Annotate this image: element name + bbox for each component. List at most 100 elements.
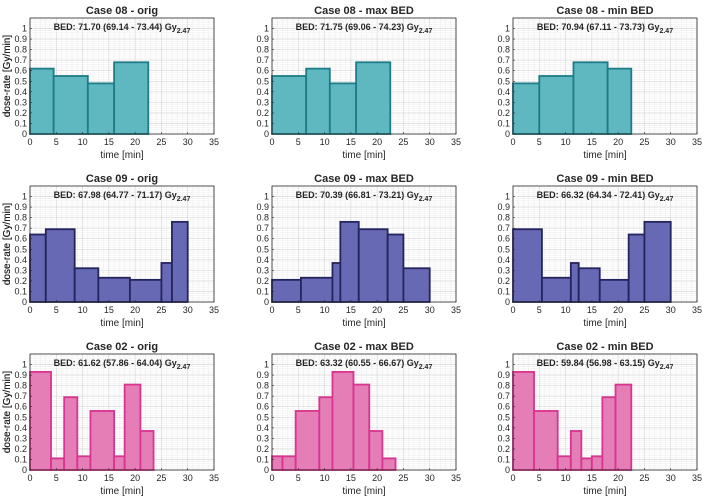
- bar: [381, 457, 397, 471]
- y-tick-label: 0.2: [497, 108, 510, 118]
- x-tick-label: 0: [269, 305, 274, 315]
- x-tick-label: 35: [692, 305, 702, 315]
- chart-panel: 0 5 10 15 20 25 30 3500.10.20.30.40.50.60.70.80…: [2, 5, 461, 161]
- chart-panel: 0 5 10 15 20 25 30 3500.10.20.30.40.50.60.70.80…: [2, 173, 702, 329]
- x-axis-label: time [min]: [100, 150, 144, 161]
- x-tick-label: 10: [320, 305, 330, 315]
- y-tick-label: 0.3: [14, 433, 27, 443]
- y-tick-label: 0.6: [14, 402, 27, 412]
- y-tick-label: 0: [264, 297, 269, 307]
- bed-value: BED: 59.84 (56.98 - 63.15) Gy: [537, 358, 660, 368]
- bar: [318, 396, 334, 471]
- x-tick-label: 0: [269, 137, 274, 147]
- x-axis-label: time [min]: [583, 318, 627, 329]
- y-tick-label: 1: [505, 24, 510, 34]
- x-tick-label: 15: [104, 473, 114, 483]
- y-tick-label: 1: [505, 360, 510, 370]
- y-tick-label: 0.1: [14, 118, 27, 128]
- x-tick-label: 25: [398, 137, 408, 147]
- bed-annotation: BED: 61.62 (57.86 - 64.04) Gy2.47: [54, 358, 191, 371]
- bar: [171, 220, 189, 303]
- bed-subscript: 2.47: [419, 364, 433, 371]
- y-tick-label: 0.6: [256, 66, 269, 76]
- chart-title: Case 09 - orig: [86, 173, 158, 185]
- bar: [368, 430, 384, 471]
- y-tick-label: 0.6: [497, 402, 510, 412]
- bar: [598, 278, 630, 303]
- y-axis-label: dose-rate [Gy/min]: [2, 203, 13, 285]
- x-tick-label: 35: [451, 473, 461, 483]
- x-tick-label: 30: [183, 137, 193, 147]
- y-tick-label: 0.7: [256, 391, 269, 401]
- bar: [160, 262, 173, 303]
- x-tick-label: 30: [425, 473, 435, 483]
- bar: [271, 278, 302, 303]
- x-axis-label: time [min]: [583, 486, 627, 497]
- y-tick-label: 0.4: [497, 423, 510, 433]
- bar: [512, 228, 543, 303]
- y-tick-label: 0: [22, 297, 27, 307]
- x-tick-label: 10: [78, 473, 88, 483]
- y-tick-label: 0.1: [256, 286, 269, 296]
- bar: [86, 82, 116, 135]
- x-tick-label: 15: [587, 137, 597, 147]
- x-tick-label: 30: [666, 305, 676, 315]
- y-tick-label: 0.4: [256, 255, 269, 265]
- y-tick-label: 0.9: [497, 370, 510, 380]
- y-tick-label: 0.6: [14, 234, 27, 244]
- bar: [294, 410, 321, 471]
- bar: [281, 455, 297, 471]
- y-tick-label: 0.3: [14, 265, 27, 275]
- x-tick-label: 0: [510, 473, 515, 483]
- y-tick-label: 0.3: [256, 433, 269, 443]
- x-tick-label: 5: [54, 473, 59, 483]
- bed-annotation: BED: 59.84 (56.98 - 63.15) Gy2.47: [537, 358, 674, 371]
- bar: [590, 455, 604, 471]
- x-tick-label: 5: [537, 137, 542, 147]
- x-tick-label: 30: [183, 473, 193, 483]
- x-tick-label: 15: [346, 137, 356, 147]
- y-tick-label: 0.6: [14, 66, 27, 76]
- axes-box: [29, 17, 215, 135]
- y-axis-label: dose-rate [Gy/min]: [2, 35, 13, 117]
- y-tick-label: 0.3: [497, 265, 510, 275]
- bar: [512, 82, 541, 135]
- bar: [271, 455, 284, 471]
- y-tick-label: 0.6: [256, 234, 269, 244]
- axes-box: [271, 353, 457, 471]
- y-tick-label: 0.1: [14, 454, 27, 464]
- y-tick-label: 0.9: [14, 202, 27, 212]
- y-tick-label: 0.2: [256, 444, 269, 454]
- bar: [29, 233, 47, 303]
- axes-box: [29, 185, 215, 303]
- x-tick-label: 35: [209, 137, 219, 147]
- bed-subscript: 2.47: [660, 196, 674, 203]
- y-tick-label: 0: [264, 129, 269, 139]
- x-tick-label: 10: [561, 305, 571, 315]
- bar: [357, 228, 389, 303]
- bar: [577, 267, 601, 303]
- axes-box: [512, 185, 698, 303]
- y-tick-label: 0.4: [14, 255, 27, 265]
- y-tick-label: 0.1: [256, 118, 269, 128]
- y-tick-label: 0.7: [497, 391, 510, 401]
- y-tick-label: 0.1: [256, 454, 269, 464]
- y-tick-label: 0.6: [256, 402, 269, 412]
- y-tick-label: 0.9: [14, 34, 27, 44]
- bar: [113, 455, 126, 471]
- x-tick-label: 25: [156, 305, 166, 315]
- y-tick-label: 0.2: [256, 276, 269, 286]
- y-tick-label: 0.2: [14, 276, 27, 286]
- y-tick-label: 0.6: [497, 66, 510, 76]
- bed-value: BED: 71.70 (69.14 - 73.44) Gy: [54, 22, 177, 32]
- y-tick-label: 0.1: [497, 454, 510, 464]
- x-tick-label: 30: [425, 305, 435, 315]
- y-tick-label: 0.5: [14, 76, 27, 86]
- x-tick-label: 15: [346, 305, 356, 315]
- y-tick-label: 0.1: [497, 118, 510, 128]
- bed-subscript: 2.47: [659, 28, 673, 35]
- x-tick-label: 30: [425, 137, 435, 147]
- y-tick-label: 0.3: [256, 265, 269, 275]
- x-tick-label: 25: [398, 305, 408, 315]
